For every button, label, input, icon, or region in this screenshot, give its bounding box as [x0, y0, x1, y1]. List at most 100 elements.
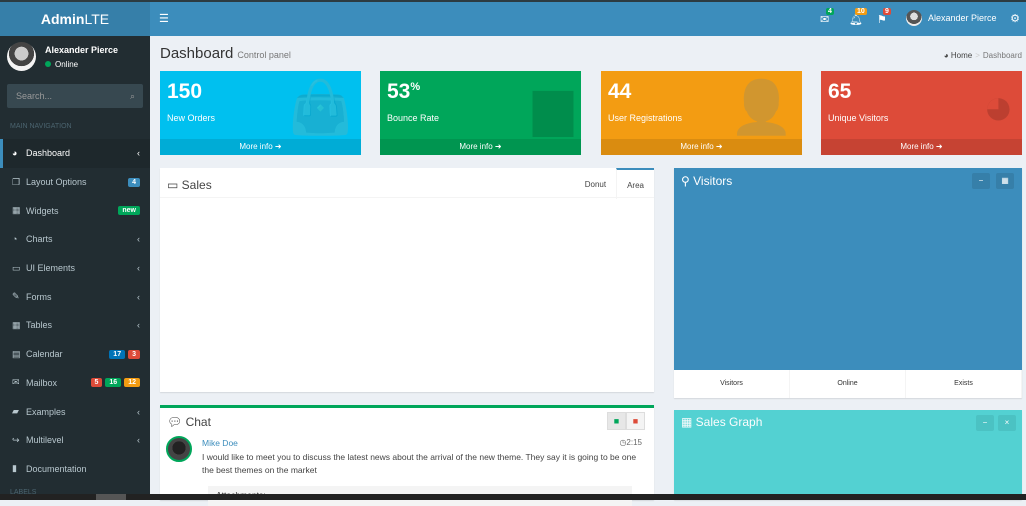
table-icon: ▦	[12, 319, 21, 330]
sales-title-text: Sales	[181, 178, 212, 192]
laptop-icon: ▭	[12, 262, 21, 273]
envelope-icon: ✉	[12, 377, 20, 388]
map-marker-icon: ⚲	[681, 174, 694, 188]
th-icon: ▦	[12, 205, 21, 216]
notifications-bell-icon[interactable]: 🔔︎ 10	[849, 8, 867, 26]
value: 65	[828, 80, 852, 103]
breadcrumb-current: Dashboard	[982, 51, 1022, 60]
tasks-flag-icon[interactable]: ⚑ 9	[877, 8, 891, 26]
user-plus-icon: 👤	[729, 79, 794, 137]
message-text: I would like to meet you to discuss the …	[202, 452, 637, 475]
close-button[interactable]: ×	[998, 415, 1016, 431]
minimize-button[interactable]: −	[972, 173, 990, 189]
breadcrumb-home[interactable]: Home	[950, 51, 973, 60]
bar-chart-icon: ▆	[533, 78, 573, 136]
tab-area[interactable]: Area	[616, 168, 654, 199]
minimize-button[interactable]: −	[976, 415, 994, 431]
info-box-label: Unique Visitors	[828, 113, 889, 123]
info-box-value: 44	[608, 80, 631, 104]
calendar-icon: ▤	[12, 348, 21, 359]
sidebar-item-examples[interactable]: ▰ Examples ‹	[0, 397, 150, 426]
visitors-stat: Visitors	[674, 370, 790, 398]
chevron-left-icon: ‹	[137, 263, 140, 274]
status-red-button[interactable]: ■	[626, 412, 645, 430]
taskbar	[0, 494, 1026, 500]
navbar: ☰ ✉ 4 🔔︎ 10 ⚑ 9 Alexander Pierce ⚙	[150, 2, 1026, 36]
sidebar-item-charts[interactable]: ◔ Charts ‹	[0, 225, 150, 254]
more-info-link[interactable]: More info ➜	[160, 139, 361, 155]
sidebar-item-label: Dashboard	[26, 148, 71, 159]
messages-icon[interactable]: ✉ 4	[820, 8, 834, 26]
mike-doe-avatar	[166, 436, 192, 462]
files-icon: ❐	[12, 176, 21, 187]
gears-icon[interactable]: ⚙	[1010, 13, 1020, 25]
sidebar-item-dashboard[interactable]: ◕ Dashboard ‹	[0, 139, 150, 168]
search-input[interactable]: Search... ⌕	[7, 84, 143, 108]
sidebar-item-documentation[interactable]: ▮ Documentation	[0, 455, 150, 484]
chevron-left-icon: ‹	[137, 435, 140, 446]
sales-graph-title: ▦ Sales Graph	[681, 415, 762, 429]
chat-title-text: Chat	[185, 415, 211, 429]
messages-badge: 4	[826, 8, 834, 15]
sidebar-item-forms[interactable]: ✎ Forms ‹	[0, 282, 150, 311]
sidebar-item-multilevel[interactable]: ↪ Multilevel ‹	[0, 426, 150, 455]
chevron-left-icon: ‹	[137, 234, 140, 245]
sidebar-item-label: UI Elements	[26, 263, 76, 274]
message-author[interactable]: Mike Doe	[202, 438, 238, 448]
search-placeholder: Search...	[16, 91, 53, 101]
visitors-footer: Visitors Online Exists	[674, 370, 1022, 398]
info-box-new-orders: 150 New Orders 👜 More info ➜	[160, 71, 361, 155]
info-box-label: User Registrations	[608, 113, 683, 123]
value: 150	[167, 80, 203, 103]
exists-stat: Exists	[906, 370, 1022, 398]
info-box-value: 53%	[387, 80, 420, 104]
sales-tabs: Donut Area	[575, 168, 654, 199]
search-icon[interactable]: ⌕	[129, 91, 135, 101]
info-box-label: New Orders	[167, 113, 216, 123]
clock-icon: ◷	[619, 438, 627, 447]
pie-chart-icon: ◔	[12, 234, 18, 245]
sidebar-item-label: Calendar	[26, 349, 63, 360]
calendar-button[interactable]: ▦	[996, 173, 1014, 189]
edit-icon: ✎	[12, 291, 20, 302]
sidebar-item-tables[interactable]: ▦ Tables ‹	[0, 311, 150, 340]
more-info-link[interactable]: More info ➜	[601, 139, 802, 155]
visitors-box: ⚲ Visitors − ▦ Visitors Online Exists	[674, 168, 1022, 398]
chevron-left-icon: ‹	[137, 406, 140, 417]
shopping-bag-icon: 👜	[288, 79, 353, 137]
chat-box: 💬︎ Chat ■ ■ Mike Doe ◷2:15 I would like …	[160, 405, 654, 506]
chat-title: 💬︎ Chat	[167, 415, 211, 429]
user-name: Alexander Pierce	[928, 13, 997, 23]
info-box-user-registrations: 44 User Registrations 👤 More info ➜	[601, 71, 802, 155]
user-menu[interactable]: Alexander Pierce	[906, 10, 997, 26]
tab-donut[interactable]: Donut	[584, 180, 607, 189]
avatar	[906, 10, 922, 26]
share-icon: ↪	[12, 434, 20, 445]
chevron-left-icon: ‹	[137, 291, 140, 302]
sidebar-item-label: Documentation	[26, 463, 87, 474]
message-time: ◷2:15	[619, 438, 642, 447]
sidebar-badge: 4	[128, 177, 140, 187]
sidebar-toggle-icon[interactable]: ☰	[159, 13, 169, 25]
value: 53	[387, 80, 411, 103]
th-icon: ▦	[681, 415, 696, 429]
more-info-link[interactable]: More info ➜	[821, 139, 1022, 155]
sidebar-menu: ◕ Dashboard ‹ ❐ Layout Options 4 ▦ Widgets new ◔ C…	[0, 139, 150, 483]
sidebar-item-ui-elements[interactable]: ▭ UI Elements ‹	[0, 254, 150, 283]
visitors-title-text: Visitors	[693, 174, 733, 188]
logo[interactable]: AdminLTE	[0, 2, 150, 36]
main-navigation-header: MAIN NAVIGATION	[10, 123, 72, 130]
sidebar-item-layout-options[interactable]: ❐ Layout Options 4	[0, 168, 150, 197]
status-green-button[interactable]: ■	[607, 412, 626, 430]
online-stat: Online	[790, 370, 906, 398]
inbox-icon: ▭	[167, 178, 182, 192]
sidebar-item-label: Widgets	[26, 205, 59, 216]
sidebar-item-label: Examples	[26, 406, 66, 417]
sidebar-item-widgets[interactable]: ▦ Widgets new	[0, 196, 150, 225]
value: 44	[608, 80, 632, 103]
book-icon: ▮	[12, 463, 17, 474]
more-info-link[interactable]: More info ➜	[380, 139, 581, 155]
sidebar-badge: 12	[124, 378, 140, 388]
sidebar-item-calendar[interactable]: ▤ Calendar 17 3	[0, 340, 150, 369]
sidebar-item-mailbox[interactable]: ✉ Mailbox 5 16 12	[0, 369, 150, 398]
